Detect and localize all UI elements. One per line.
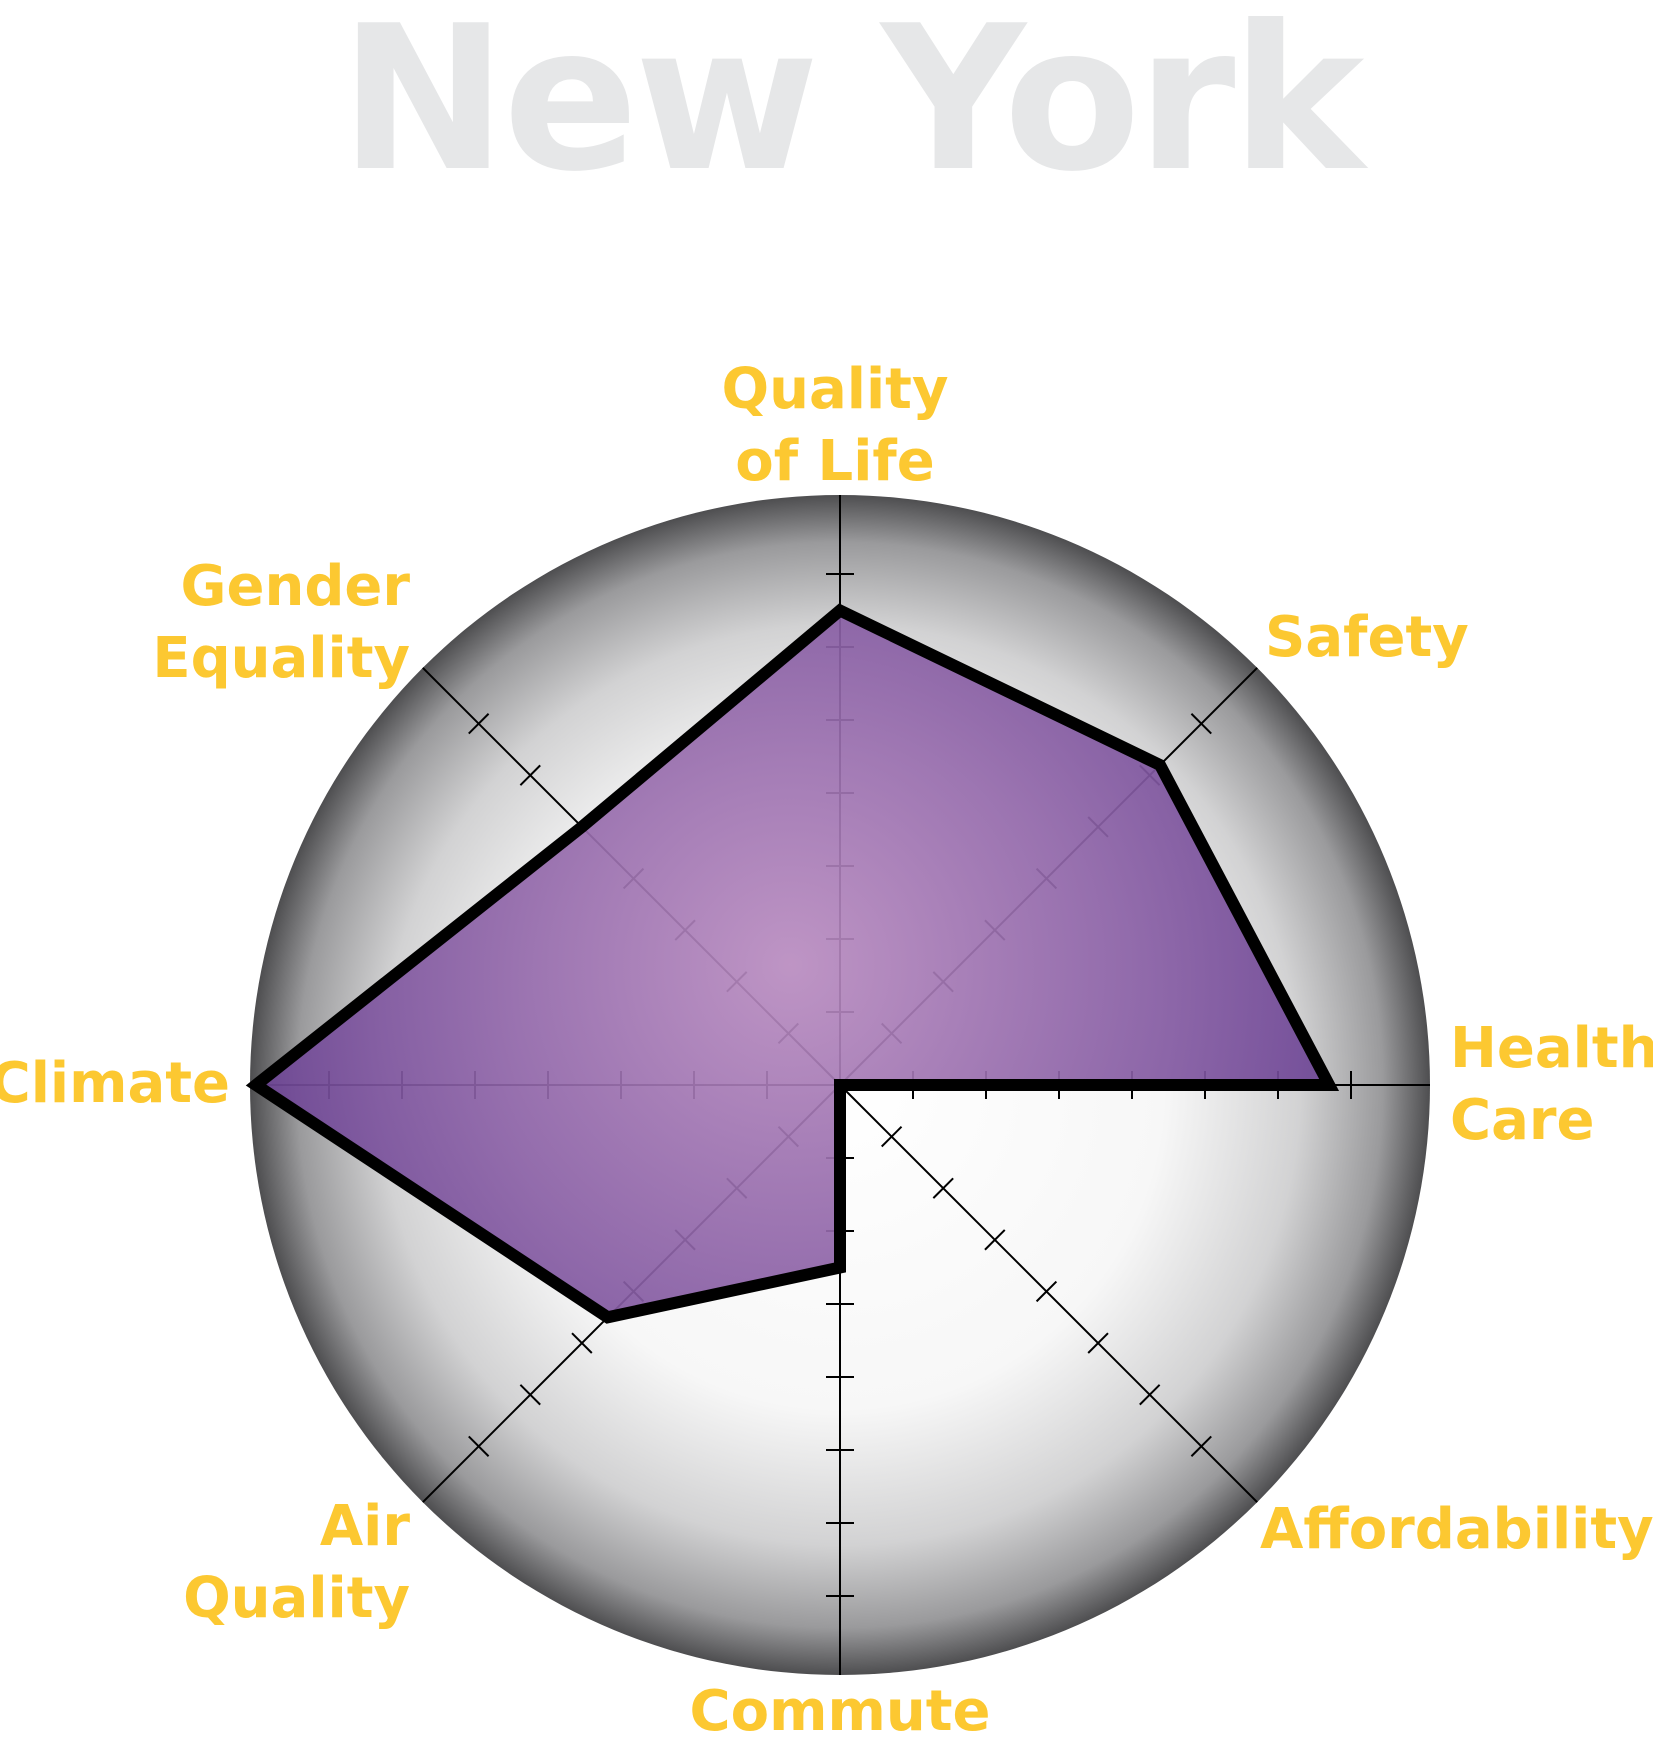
axis-label-line: Gender [181,554,411,619]
axis-label-line: Affordability [1260,1497,1653,1562]
axis-label-line: Quality [722,357,949,422]
axis-tick-affordability [984,1229,1006,1251]
axis-tick-affordability [1139,1384,1161,1406]
axis-tick-affordability [881,1126,903,1148]
axis-label-line: Care [1450,1088,1594,1153]
axis-tick-gender-equality [468,713,490,735]
axis-tick-affordability [1035,1280,1058,1303]
axis-tick-air-quality [519,1384,541,1406]
axis-label-affordability: Affordability [1260,1497,1653,1562]
axis-label-quality-of-life: Quality of Life [722,357,949,494]
axis-tick-affordability [1087,1332,1109,1354]
axis-tick-affordability [1190,1435,1212,1457]
axis-label-line: Health [1450,1016,1653,1081]
axis-tick-gender-equality [519,764,541,786]
axis-label-line: Equality [152,626,410,691]
axis-label-gender-equality: Gender Equality [152,554,410,691]
axis-label-line: of Life [735,429,935,494]
axis-tick-safety [1190,713,1212,735]
axis-label-line: Safety [1265,605,1469,670]
axis-label-climate: Climate [0,1051,230,1116]
axis-tick-air-quality [468,1435,490,1457]
data-area [245,603,1340,1324]
axis-label-safety: Safety [1265,605,1469,670]
axis-label-line: Quality [183,1566,410,1631]
axis-label-line: Air [320,1494,411,1559]
axis-label-health-care: Health Care [1450,1016,1653,1153]
axis-tick-affordability [932,1177,954,1199]
axis-label-commute: Commute [690,1679,991,1744]
axis-label-line: Climate [0,1051,230,1116]
axis-tick-air-quality [571,1332,593,1354]
axis-line-affordability [839,1084,1258,1503]
chart-title: New York [339,0,1365,216]
axis-label-air-quality: Air Quality [183,1494,410,1631]
axis-label-line: Commute [690,1679,991,1744]
